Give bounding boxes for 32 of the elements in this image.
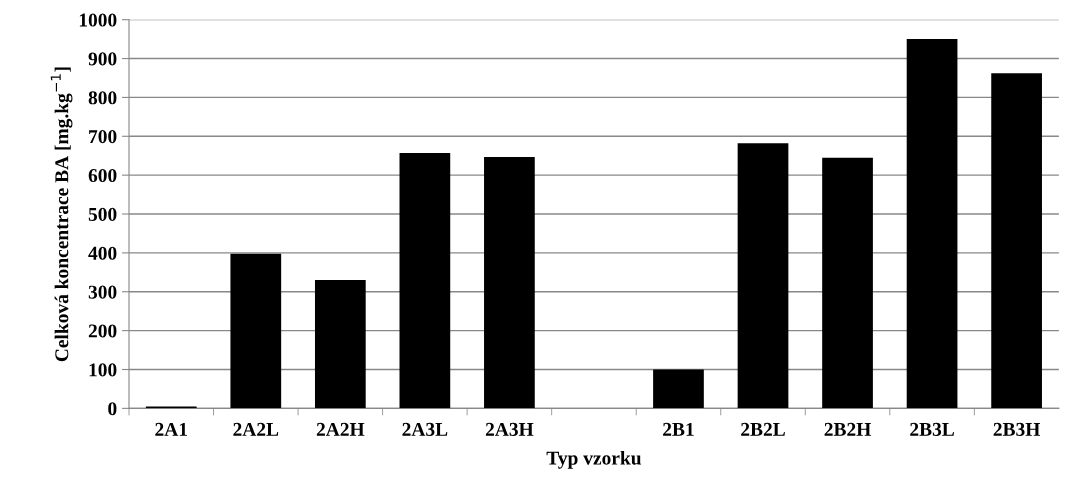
x-tick-label: 2A3L	[402, 422, 448, 436]
y-tick-label: 200	[88, 324, 117, 338]
bar	[906, 39, 958, 409]
x-tick-label: 2B3H	[993, 422, 1041, 436]
bar	[399, 153, 451, 409]
x-tick-label: 2A1	[155, 422, 187, 436]
bar	[484, 156, 535, 409]
bar	[991, 73, 1042, 409]
bar	[653, 369, 704, 409]
y-tick-label: 1000	[79, 13, 117, 27]
y-tick-label: 100	[89, 363, 117, 377]
bar	[737, 143, 789, 409]
bar	[314, 280, 366, 409]
x-tick-label: 2A2L	[233, 422, 279, 436]
bar	[230, 253, 282, 409]
x-tick-label: 2B2H	[824, 422, 871, 436]
y-tick-label: 300	[88, 285, 117, 299]
x-tick-label: 2A2H	[316, 422, 365, 436]
y-tick-label: 700	[89, 130, 117, 144]
y-axis-title: Celková koncentrace BA [mg.kg$^{−1}$]	[50, 67, 73, 362]
y-tick-label: 500	[88, 207, 117, 221]
y-tick-label: 600	[88, 168, 117, 183]
x-tick-label: 2B3L	[910, 422, 954, 436]
y-tick-label: 800	[88, 91, 117, 105]
x-tick-label: 2B2L	[741, 422, 785, 436]
bar	[822, 157, 873, 409]
y-tick-label: 400	[88, 246, 117, 260]
x-tick-label: 2A3H	[485, 422, 534, 436]
x-axis-title: Typ vzorku	[546, 450, 642, 469]
x-tick-label: 2B1	[663, 422, 694, 436]
y-tick-label: 0	[108, 402, 117, 416]
y-tick-label: 900	[88, 52, 117, 66]
